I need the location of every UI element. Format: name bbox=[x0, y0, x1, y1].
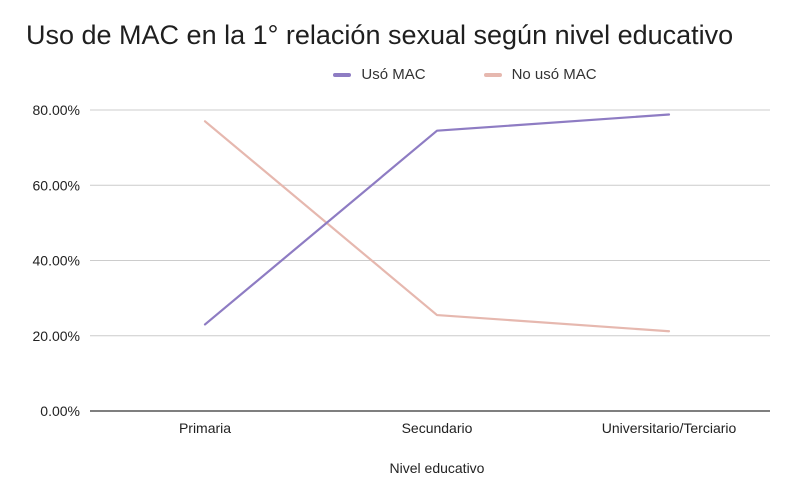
legend-item-uso-mac[interactable]: Usó MAC bbox=[213, 66, 426, 83]
y-tick-label: 20.00% bbox=[33, 328, 80, 344]
legend-swatch-uso-mac bbox=[333, 72, 352, 77]
legend-item-no-uso-mac[interactable]: No usó MAC bbox=[454, 66, 597, 83]
y-tick-label: 0.00% bbox=[40, 403, 80, 419]
series-line-uso-mac bbox=[203, 113, 671, 326]
chart-title: Uso de MAC en la 1° relación sexual segú… bbox=[26, 20, 734, 50]
legend: Usó MAC No usó MAC bbox=[0, 66, 810, 83]
x-axis-title: Nivel educativo bbox=[390, 460, 485, 476]
x-tick-label: Primaria bbox=[179, 420, 231, 436]
legend-label-uso-mac: Usó MAC bbox=[361, 66, 426, 83]
legend-label-no-uso-mac: No usó MAC bbox=[511, 66, 597, 83]
legend-swatch-no-uso-mac bbox=[483, 72, 502, 77]
y-tick-label: 60.00% bbox=[33, 177, 80, 193]
x-tick-label: Secundario bbox=[402, 420, 473, 436]
y-tick-label: 80.00% bbox=[33, 102, 80, 118]
series-line-no-uso-mac bbox=[203, 120, 671, 333]
y-tick-label: 40.00% bbox=[33, 253, 80, 269]
x-tick-label: Universitario/Terciario bbox=[602, 420, 737, 436]
